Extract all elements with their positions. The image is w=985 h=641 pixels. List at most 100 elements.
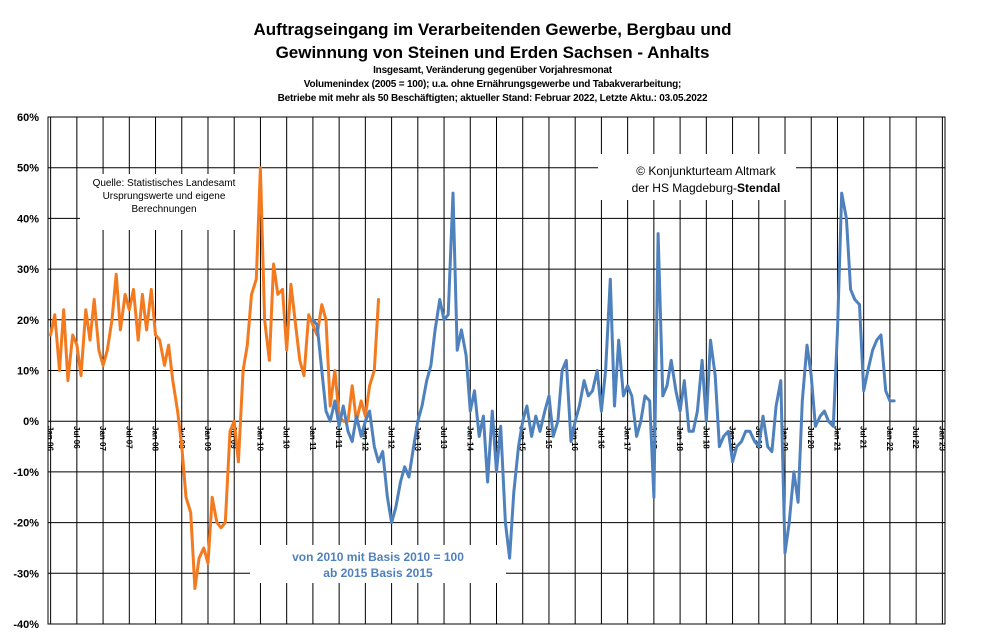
series-2-point — [530, 435, 533, 438]
chart-subtitle-3: Betriebe mit mehr als 50 Beschäftigten; … — [277, 93, 708, 104]
series-1-point — [233, 420, 236, 423]
chart-subtitle-2: Volumenindex (2005 = 100); u.a. ohne Ern… — [303, 79, 682, 90]
series-1-point — [119, 328, 122, 331]
series-2-point — [377, 460, 380, 463]
series-2-point — [311, 318, 314, 321]
series-2-point — [333, 399, 336, 402]
series-2-point — [823, 410, 826, 413]
series-2-point — [338, 425, 341, 428]
series-2-point — [429, 364, 432, 367]
series-2-point — [548, 394, 550, 397]
series-2-point — [394, 506, 397, 509]
series-2-point — [792, 470, 795, 473]
series-1-point — [211, 496, 214, 499]
series-2-point — [718, 445, 721, 448]
series-2-point — [875, 339, 878, 342]
y-tick-label: 40% — [17, 213, 39, 225]
series-2-point — [661, 394, 664, 397]
series-1-point — [111, 318, 113, 321]
series-1-point — [163, 364, 166, 367]
series-1-point — [281, 288, 284, 291]
y-tick-label: -30% — [13, 568, 39, 580]
x-tick-label: Jan 16 — [570, 426, 579, 451]
series-2-point — [775, 405, 778, 407]
series-2-point — [583, 379, 586, 382]
series-2-point — [880, 334, 882, 336]
series-2-point — [499, 425, 502, 428]
series-2-point — [862, 389, 865, 392]
x-tick-label: Jul 15 — [544, 426, 553, 449]
series-2-point — [539, 430, 541, 433]
x-tick-label: Jul 10 — [282, 426, 291, 449]
series-1-point — [333, 369, 336, 372]
x-tick-label: Jan 11 — [308, 426, 317, 451]
series-1-point — [229, 430, 231, 433]
series-2-point — [871, 349, 874, 352]
series-2-point — [644, 394, 646, 397]
series-1-point — [289, 283, 292, 286]
x-tick-label: Jan 13 — [413, 426, 422, 451]
series-2-point — [893, 399, 896, 402]
x-tick-label: Jul 13 — [439, 426, 448, 449]
series-2-point — [342, 405, 345, 407]
series-2-point — [666, 384, 668, 387]
series-2-point — [630, 394, 633, 397]
x-tick-label: Jan 12 — [360, 426, 369, 451]
series-2-point — [561, 369, 564, 372]
series-2-point — [486, 481, 489, 483]
series-1-point — [285, 349, 288, 352]
series-1-point — [351, 384, 354, 387]
x-tick-label: Jan 20 — [780, 426, 789, 451]
series-2-point — [836, 328, 839, 331]
series-2-point — [858, 303, 861, 306]
series-2-point — [849, 288, 852, 291]
series-2-point — [574, 420, 577, 423]
series-2-point — [517, 445, 520, 448]
series-2-point — [731, 460, 734, 463]
series-2-point — [565, 359, 568, 362]
series-2-point — [784, 552, 786, 554]
series-2-point — [390, 521, 393, 524]
series-1-point — [154, 334, 157, 336]
series-2-point — [591, 389, 594, 392]
series-1-point — [263, 318, 266, 321]
series-2-point — [381, 450, 384, 453]
copyright-line1: © Konjunkturteam Altmark — [636, 164, 777, 178]
series-1-point — [176, 410, 179, 413]
chart-title: Auftragseingang im Verarbeitenden Gewerb… — [253, 20, 732, 39]
series-2-point — [806, 344, 808, 347]
series-1-point — [202, 547, 205, 549]
series-2-point — [434, 328, 437, 331]
series-2-point — [779, 379, 782, 382]
series-2-point — [495, 470, 498, 473]
series-1-point — [268, 359, 271, 362]
series-1-point — [71, 334, 74, 336]
series-2-point — [884, 389, 887, 392]
series-2-point — [766, 445, 769, 448]
x-tick-label: Jul 22 — [911, 426, 920, 449]
series-2-point — [814, 425, 817, 428]
series-2-point — [709, 339, 712, 342]
series-1-point — [124, 293, 127, 296]
source-note-line2: Ursprungswerte und eigene — [103, 191, 226, 202]
series-1-point — [185, 496, 187, 499]
series-1-point — [93, 298, 96, 301]
series-2-point — [679, 410, 682, 413]
series-1-point — [242, 369, 245, 372]
series-2-point — [657, 232, 660, 235]
series-1-point — [158, 339, 161, 342]
y-axis-ticks: 60% 50% 40% 30% 20% 10% 0% -10% -20% -30% -40% — [13, 112, 39, 631]
series-2-point — [478, 435, 481, 438]
x-tick-label: Jul 20 — [806, 426, 815, 449]
y-tick-label: 50% — [17, 163, 39, 175]
series-2-point — [762, 415, 764, 418]
series-1-point — [320, 303, 323, 306]
series-1-point — [193, 587, 196, 590]
series-2-point — [845, 217, 848, 220]
series-2-point — [425, 379, 428, 382]
series-2-point — [504, 521, 507, 524]
series-2-point — [688, 430, 690, 433]
series-2-point — [692, 430, 695, 433]
series-1-point — [259, 166, 262, 169]
series-2-point — [460, 328, 463, 331]
